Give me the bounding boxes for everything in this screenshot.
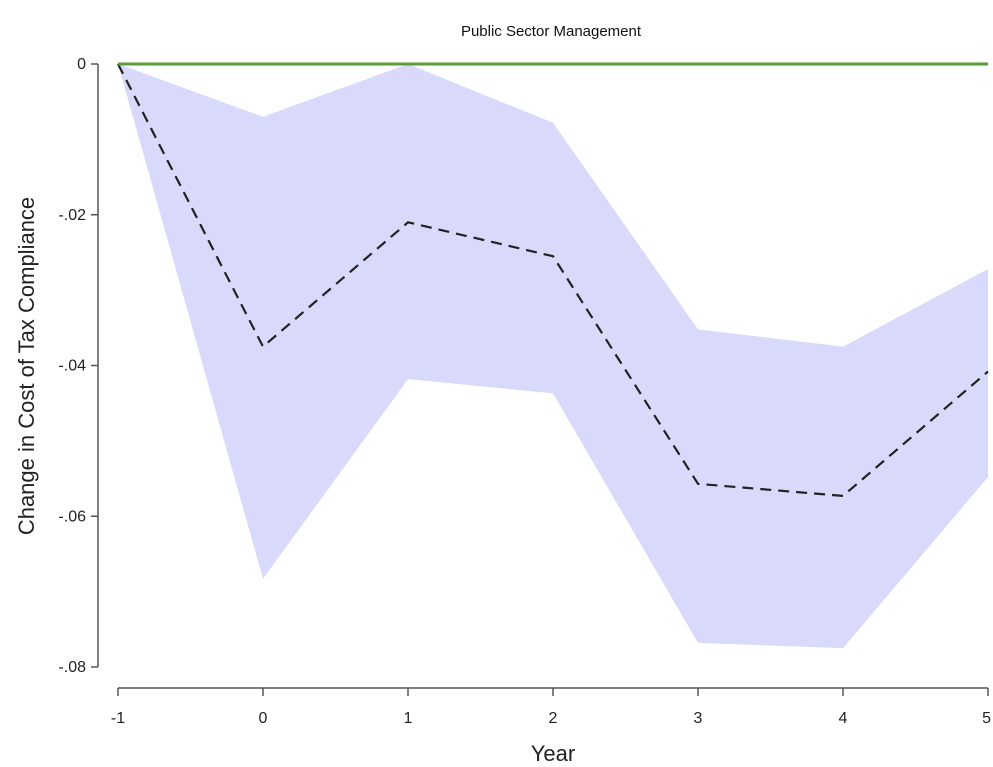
chart-title: Public Sector Management: [461, 23, 642, 40]
confidence-band-layer: [118, 64, 988, 649]
y-tick-label: -.08: [58, 659, 86, 676]
x-tick-label: 3: [694, 710, 703, 727]
y-tick-label: -.06: [58, 508, 86, 525]
y-tick-label: -.02: [58, 207, 86, 224]
y-axis-label: Change in Cost of Tax Compliance: [14, 197, 39, 535]
x-tick-label: 2: [549, 710, 558, 727]
confidence-band: [118, 64, 988, 649]
y-tick-label: -.04: [58, 358, 86, 375]
series-line-layer: [117, 62, 989, 498]
tick-layer: 0 -.02 -.04 -.06 -.08 -1 0 1 2 3 4 5: [58, 56, 991, 727]
x-tick-label: -1: [111, 710, 125, 727]
point-estimate-line: [117, 63, 989, 498]
x-axis-label: Year: [531, 741, 575, 766]
x-tick-label: 4: [839, 710, 848, 727]
y-tick-label: 0: [77, 56, 86, 73]
x-tick-label: 5: [982, 710, 991, 727]
x-tick-label: 0: [259, 710, 268, 727]
x-tick-label: 1: [404, 710, 413, 727]
